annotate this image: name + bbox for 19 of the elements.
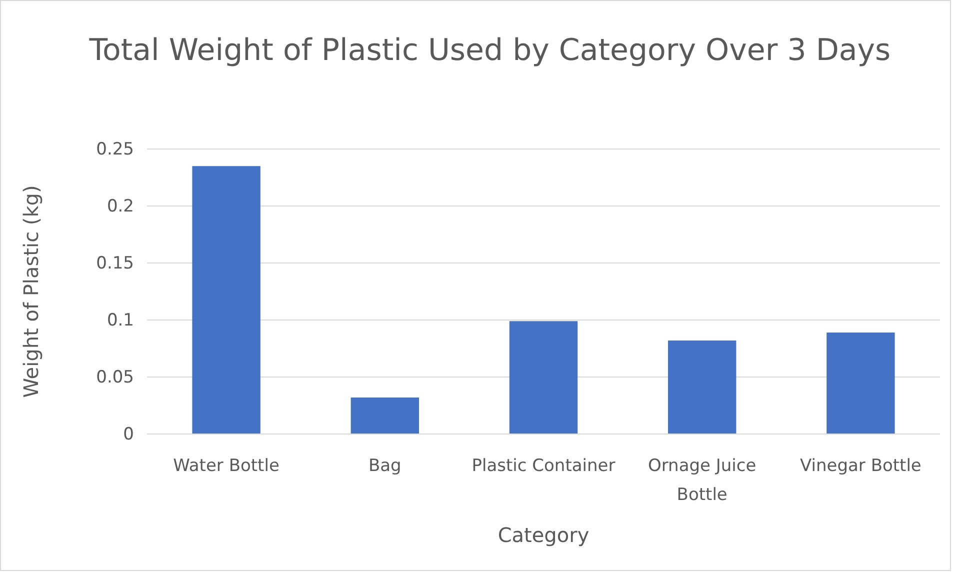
y-tick-label: 0.1 <box>106 310 134 330</box>
chart-title: Total Weight of Plastic Used by Category Over 3 Days <box>88 33 891 68</box>
bar <box>826 332 895 434</box>
bar <box>668 340 736 434</box>
y-tick-label: 0.2 <box>106 196 134 216</box>
bar <box>350 398 419 434</box>
y-tick-label: 0.15 <box>96 253 134 274</box>
x-tick-label: Ornage Juice Bottle <box>648 456 756 505</box>
y-axis-title: Weight of Plastic (kg) <box>19 185 43 398</box>
x-tick-label: Bag <box>368 456 402 476</box>
x-tick-label: Plastic Container <box>472 456 616 476</box>
y-tick-label: 0 <box>123 424 134 444</box>
y-tick-label: 0.05 <box>96 367 134 388</box>
bar <box>509 321 578 434</box>
x-tick-label: Water Bottle <box>173 456 280 476</box>
x-tick-label: Vinegar Bottle <box>800 456 922 476</box>
y-tick-label: 0.25 <box>96 139 134 160</box>
bar <box>192 166 260 434</box>
x-axis-title: Category <box>498 523 590 547</box>
